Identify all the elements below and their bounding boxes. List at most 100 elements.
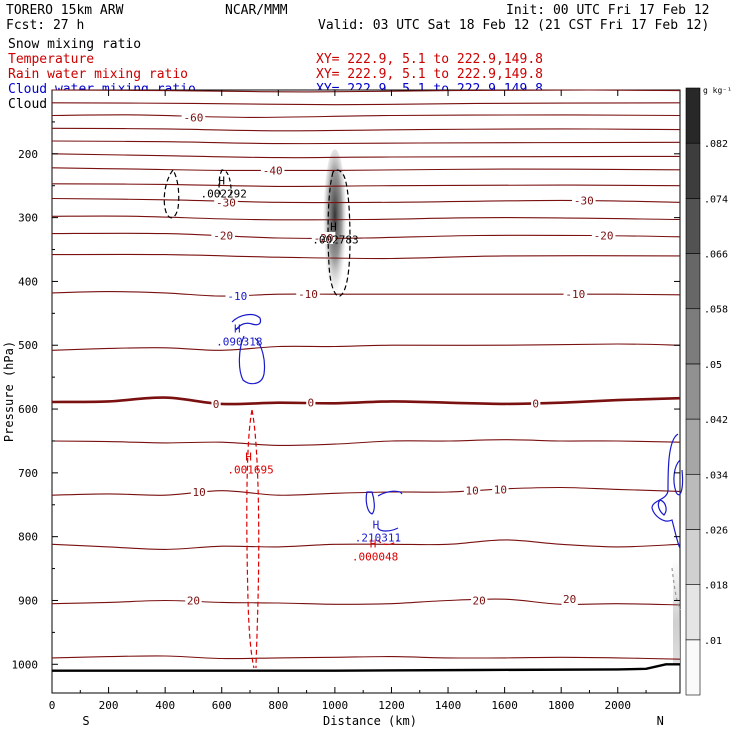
maximum-value: .002292: [201, 187, 247, 200]
init-time: Init: 00 UTC Fri 17 Feb 12: [506, 3, 710, 18]
contour-label-bg: [225, 290, 250, 303]
contour-label-bg: [492, 483, 509, 496]
mixing-ratio-contours: [163, 168, 684, 669]
contour-label: -60: [184, 111, 204, 124]
colorbar-swatch: [685, 198, 701, 254]
colorbar-tick-label: .026: [704, 525, 728, 536]
colorbar-tick-label: .01: [704, 636, 722, 647]
y-tick-label: 500: [18, 339, 38, 352]
contour-label: -20: [314, 232, 334, 245]
contour-label-bg: [181, 111, 206, 124]
x-tick-label: 600: [212, 699, 232, 712]
contour-label: -10: [298, 288, 318, 301]
maximum-value: .001695: [227, 464, 273, 477]
cloud-water-contour: [365, 491, 375, 515]
isotherm-line: [51, 655, 681, 660]
contour-label: -20: [594, 229, 614, 242]
colorbar-swatch: [685, 473, 701, 530]
isotherm-line: [51, 127, 681, 132]
isotherm-line: [51, 197, 681, 204]
rain-contour: [246, 409, 255, 669]
colorbar-swatch: [685, 142, 701, 199]
legend-label: Rain water mixing ratio: [8, 67, 188, 82]
colorbar-swatch: [685, 529, 701, 585]
rain-contour: [377, 539, 399, 546]
colorbar-tick-label: .058: [704, 305, 728, 316]
colorbar: .01 .018 .026 .034 .042 .05 .058 .066 .074 .082 g …: [685, 86, 732, 696]
isotherm-line: [51, 486, 681, 496]
x-tick-label: 2000: [605, 699, 632, 712]
cloud-water-contour: [238, 335, 266, 385]
isotherm-line: [51, 153, 681, 159]
terrain-line: [52, 663, 680, 672]
y-tick-label: 700: [18, 467, 38, 480]
contour-label: 10: [192, 486, 205, 499]
colorbar-tick-label: .042: [704, 415, 728, 426]
colorbar-tick-label: .018: [704, 581, 728, 592]
y-tick-label: 400: [18, 275, 38, 288]
x-axis-label: Distance (km): [323, 714, 417, 728]
colorbar-tick-label: .05: [704, 360, 722, 371]
contour-label-bg: [572, 194, 596, 207]
south-label: S: [82, 714, 89, 728]
isotherm-line: [51, 343, 681, 351]
snow-column-shading: [322, 149, 347, 307]
contour-label-bg: [531, 397, 541, 410]
model-title: TORERO 15km ARW: [6, 3, 124, 18]
contour-label-bg: [563, 288, 588, 301]
cloud-water-contour: [377, 527, 399, 532]
maximum-value: .210311: [355, 531, 401, 544]
legend-xy: XY= 222.9, 5.1 to 222.9,149.8: [316, 67, 543, 82]
y-axis-label: Pressure (hPa): [2, 341, 16, 442]
north-label: N: [657, 714, 664, 728]
colorbar-tick-label: .082: [704, 139, 728, 150]
x-tick-label: 200: [99, 699, 119, 712]
snow-edge-shading: [673, 559, 680, 665]
cloud-water-contour: [651, 433, 681, 549]
isotherm-line: [51, 253, 681, 260]
contour-label-bg: [591, 229, 616, 242]
legend-label: Snow mixing ratio: [8, 37, 141, 52]
contour-label-bg: [185, 594, 202, 607]
contour-labels: -60 -40 -30 -30 -20 -20 -20 -10 -10 -10 0 0 0 10 10 10 2…: [181, 111, 616, 607]
maximum-value: .000048: [352, 551, 398, 564]
contour-label-bg: [470, 594, 488, 607]
x-tick-label: 1800: [548, 699, 575, 712]
maximum-marker: H: [218, 174, 225, 187]
colorbar-swatch: [685, 584, 701, 641]
contour-label: -10: [565, 288, 585, 301]
contour-label-bg: [463, 484, 481, 497]
isotherm-line: [51, 89, 681, 93]
isotherm-line: [51, 114, 681, 118]
snow-shading: [322, 149, 680, 665]
maximum-value: .002783: [312, 233, 358, 246]
colorbar-unit: g kg⁻¹: [703, 86, 732, 95]
colorbar-swatch: [685, 418, 701, 475]
contour-label: 0: [532, 397, 539, 410]
colorbar-tick-label: .034: [704, 470, 728, 481]
colorbar-tick-label: .074: [704, 194, 728, 205]
contour-label-bg: [306, 396, 316, 409]
contour-label: 20: [473, 594, 486, 607]
y-tick-label: 900: [18, 594, 38, 607]
contour-label: -10: [227, 290, 247, 303]
rain-contour: [251, 409, 260, 669]
contour-label-bg: [190, 486, 208, 498]
colorbar-swatch: [685, 308, 701, 365]
y-tick-label: 800: [18, 531, 38, 544]
contour-label: 10: [465, 485, 478, 498]
contour-label-bg: [561, 593, 578, 606]
contour-label-bg: [311, 232, 336, 245]
cloud-water-contour: [673, 459, 684, 496]
contour-label-bg: [211, 229, 235, 242]
x-tick-label: 0: [49, 699, 56, 712]
contour-label: 0: [213, 398, 220, 411]
maximum-value: .090318: [216, 335, 262, 348]
ice-contour: [327, 169, 351, 297]
terrain-line: [52, 663, 680, 672]
isotherm-line: [51, 396, 681, 406]
x-tick-label: 1000: [322, 699, 349, 712]
cloud-water-contour: [231, 313, 262, 331]
